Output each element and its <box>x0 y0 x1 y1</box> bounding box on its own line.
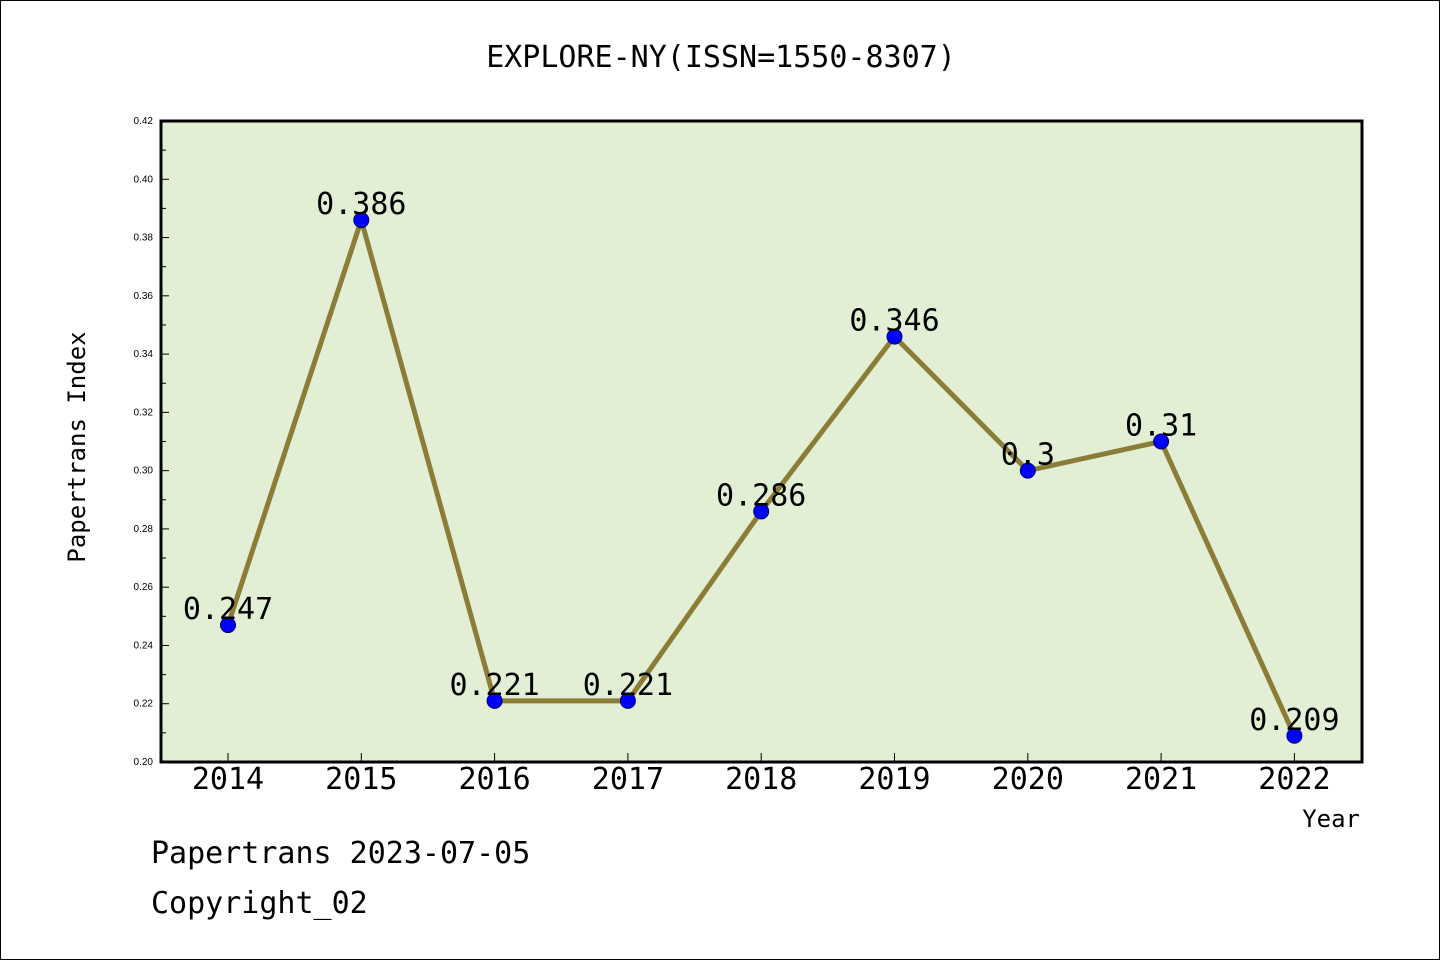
x-tick-label: 2016 <box>458 762 530 797</box>
data-point-marker <box>1153 433 1170 450</box>
data-point-marker <box>886 328 903 345</box>
data-label: 0.247 <box>183 592 273 627</box>
plot-border <box>159 119 1364 764</box>
data-point-marker <box>753 503 770 520</box>
data-label: 0.221 <box>449 668 539 703</box>
y-tick-label: 0.32 <box>134 407 154 418</box>
y-tick-label: 0.42 <box>134 116 154 127</box>
footer-copyright: Copyright_02 <box>151 886 368 921</box>
data-label: 0.3 <box>1001 438 1055 473</box>
data-point-marker <box>619 692 636 709</box>
y-tick-label: 0.40 <box>134 174 154 185</box>
data-label: 0.31 <box>1125 409 1197 444</box>
footer-date: Papertrans 2023-07-05 <box>151 836 531 871</box>
x-tick-label: 2021 <box>1125 762 1197 797</box>
data-label: 0.386 <box>316 187 406 222</box>
data-point-marker <box>486 692 503 709</box>
y-tick-label: 0.20 <box>134 757 154 768</box>
data-point-marker <box>1019 462 1036 479</box>
chart-title: EXPLORE-NY(ISSN=1550-8307) <box>486 40 956 75</box>
x-tick-label: 2020 <box>992 762 1064 797</box>
data-point-marker <box>353 212 370 229</box>
y-tick-label: 0.24 <box>134 640 154 651</box>
x-tick-label: 2018 <box>725 762 797 797</box>
x-tick-label: 2015 <box>325 762 397 797</box>
x-tick-label: 2014 <box>192 762 264 797</box>
x-axis-ticks: 2014 2015 2016 2017 2018 2019 2020 2021 2022 <box>192 753 1331 797</box>
y-tick-label: 0.22 <box>134 699 154 710</box>
y-tick-label: 0.26 <box>134 582 154 593</box>
data-label: 0.346 <box>849 304 939 339</box>
data-label: 0.221 <box>583 668 673 703</box>
y-tick-label: 0.36 <box>134 291 154 302</box>
y-tick-label: 0.38 <box>134 233 154 244</box>
y-tick-label: 0.28 <box>134 524 154 535</box>
x-tick-label: 2019 <box>858 762 930 797</box>
x-tick-label: 2022 <box>1258 762 1330 797</box>
data-label: 0.209 <box>1249 703 1339 738</box>
y-tick-label: 0.34 <box>134 349 154 360</box>
y-axis-label: Papertrans Index <box>63 331 91 562</box>
data-label: 0.286 <box>716 478 806 513</box>
x-tick-label: 2017 <box>592 762 664 797</box>
data-point-marker <box>1286 727 1303 744</box>
y-tick-label: 0.30 <box>134 466 154 477</box>
data-point-marker <box>220 617 236 634</box>
x-axis-label: Year <box>1302 805 1360 833</box>
series-papertrans-index: 0.247 0.386 0.221 0.221 0.286 0.346 0.3 0.31 0.2… <box>183 187 1340 744</box>
